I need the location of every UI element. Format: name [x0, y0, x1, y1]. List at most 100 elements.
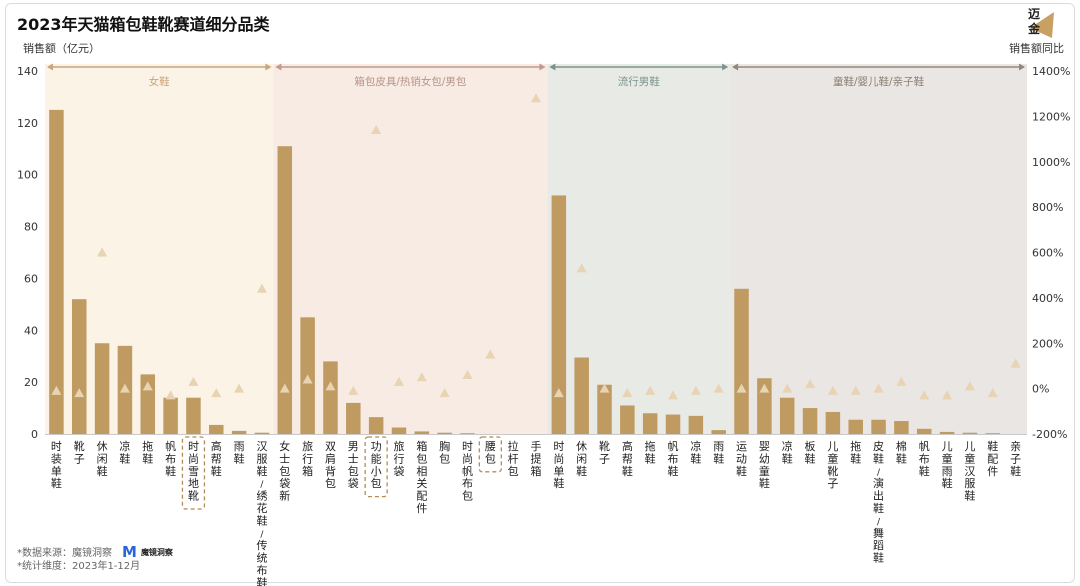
bar-mark — [551, 195, 567, 434]
bar-mark — [779, 397, 795, 434]
yoy-point-mark — [964, 381, 975, 391]
yoy-point-mark — [416, 372, 427, 382]
yoy-point-mark — [782, 383, 793, 393]
bar-mark — [437, 432, 452, 434]
yoy-point-mark — [576, 263, 587, 273]
yoy-point-mark — [188, 376, 199, 386]
yoy-point-mark — [74, 388, 85, 398]
x-category-label: 帆布鞋 — [165, 439, 176, 478]
bar-mark — [734, 288, 749, 434]
bar-mark — [460, 433, 475, 434]
y-right-tick-label: 800% — [1032, 201, 1063, 214]
y-left-tick-label: 140 — [17, 65, 38, 78]
bar-mark — [848, 419, 863, 434]
y-right-tick-label: 400% — [1032, 292, 1063, 305]
right-axis-unit: 销售额同比 — [1009, 42, 1064, 55]
y-left-tick-label: 120 — [17, 117, 38, 130]
bar-mark — [711, 430, 726, 434]
x-category-label: 凉鞋 — [119, 439, 130, 465]
group-label: 童鞋/婴儿鞋/亲子鞋 — [833, 75, 925, 88]
yoy-point-mark — [211, 388, 222, 398]
brand-m-icon: M — [122, 543, 137, 561]
yoy-point-mark — [393, 376, 404, 386]
y-left-tick-label: 0 — [31, 428, 38, 441]
bar-mark — [391, 427, 407, 434]
yoy-point-mark — [759, 383, 770, 393]
yoy-point-mark — [919, 390, 930, 400]
yoy-point-mark — [439, 388, 450, 398]
group-arrow-right-icon — [1019, 63, 1025, 71]
yoy-point-mark — [942, 390, 953, 400]
y-left-tick-label: 60 — [24, 272, 38, 285]
x-category-label: 帆布鞋 — [919, 439, 930, 478]
x-category-label: 儿童汉服鞋 — [964, 440, 975, 503]
group-arrow-right-icon — [722, 63, 729, 71]
yoy-point-mark — [987, 388, 998, 398]
bar-mark — [962, 432, 978, 434]
x-category-label: 腰包 — [485, 440, 496, 465]
x-category-label: 高帮鞋 — [622, 439, 633, 478]
y-right-tick-label: 0% — [1032, 383, 1049, 396]
bar-mark — [894, 421, 909, 434]
yoy-point-mark — [1010, 358, 1021, 368]
yoy-point-mark — [371, 124, 382, 134]
bar-mark — [163, 397, 178, 434]
x-category-label: 棉鞋 — [896, 439, 907, 465]
bar-mark — [871, 419, 886, 434]
group-background — [273, 64, 548, 434]
yoy-point-mark — [873, 383, 884, 393]
x-category-label: 休闲鞋 — [576, 440, 587, 478]
bar-mark — [939, 431, 955, 434]
y-right-tick-label: 1000% — [1032, 156, 1070, 169]
group-background — [730, 64, 1027, 434]
yoy-point-mark — [485, 349, 496, 359]
x-category-label: 时尚雪地靴 — [188, 440, 199, 503]
yoy-point-mark — [896, 376, 907, 386]
brand-name: 魔镜洞察 — [140, 547, 173, 557]
x-category-label: 雨鞋 — [713, 440, 724, 465]
yoy-point-mark — [622, 388, 633, 398]
group-label: 女鞋 — [149, 75, 170, 88]
bar-mark — [916, 428, 932, 434]
bar-mark — [985, 433, 1000, 434]
yoy-point-mark — [51, 385, 62, 395]
source-name: 魔镜洞察 — [72, 548, 112, 559]
x-category-label: 胸包 — [439, 439, 450, 465]
bar-mark — [254, 432, 270, 434]
y-right-tick-label: 600% — [1032, 247, 1063, 260]
yoy-point-mark — [645, 385, 656, 395]
y-left-tick-label: 40 — [24, 324, 38, 337]
x-category-label: 拉杆包 — [508, 439, 519, 478]
x-category-label: 功能小包 — [371, 440, 382, 490]
yoy-point-mark — [256, 283, 267, 293]
yoy-point-mark — [142, 381, 153, 391]
bar-mark — [323, 361, 338, 434]
yoy-point-mark — [690, 385, 701, 395]
x-category-label: 板鞋 — [805, 439, 816, 465]
bar-mark — [688, 415, 704, 434]
yoy-point-mark — [736, 383, 747, 393]
group-label: 箱包皮具/热销女包/男包 — [354, 75, 467, 88]
x-category-label: 手提箱 — [531, 439, 542, 478]
x-category-label: 时装单鞋 — [51, 440, 62, 490]
x-category-label: 时尚单鞋 — [553, 440, 564, 490]
x-category-label: 拖鞋 — [142, 439, 153, 465]
yoy-point-mark — [531, 93, 541, 103]
bar-mark — [49, 109, 64, 435]
bar-mark — [94, 343, 110, 434]
x-category-label: 皮鞋/演出鞋/舞蹈鞋 — [873, 440, 884, 565]
bar-mark — [368, 417, 384, 434]
chart-title: 2023年天猫箱包鞋靴赛道细分品类 — [17, 15, 270, 34]
x-category-label: 运动鞋 — [736, 440, 747, 478]
bar-mark — [620, 405, 635, 434]
bar-mark — [231, 430, 247, 434]
x-category-label: 拖鞋 — [850, 439, 861, 465]
x-category-label: 婴幼童鞋 — [759, 440, 770, 490]
bar-mark — [346, 402, 361, 434]
yoy-point-mark — [279, 383, 290, 393]
yoy-point-mark — [599, 383, 610, 393]
bar-mark — [642, 413, 658, 434]
yoy-point-mark — [668, 390, 679, 400]
bar-mark — [277, 146, 293, 434]
